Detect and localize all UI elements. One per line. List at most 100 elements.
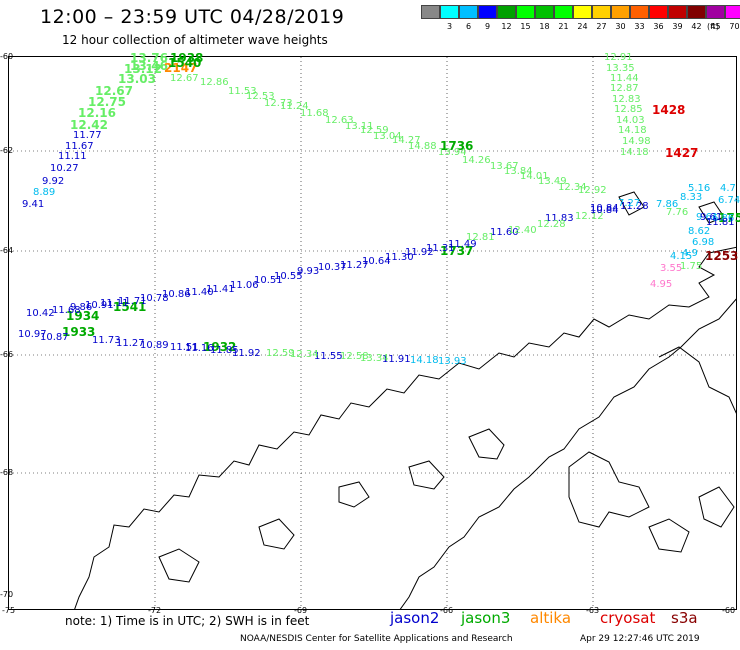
swh-label: 10.91 <box>85 300 114 311</box>
swh-label: 10.55 <box>274 271 303 282</box>
swh-label: 14.18 <box>410 355 439 366</box>
colorbar-swatch <box>687 5 706 19</box>
colorbar-swatch <box>573 5 592 19</box>
swh-label: 11.44 <box>610 73 639 84</box>
swh-label: 11.41 <box>206 284 235 295</box>
swh-label: 12.67 <box>170 73 199 84</box>
swh-label: 9.86 <box>70 302 93 313</box>
lon-label-69: -69 <box>294 606 308 615</box>
colorbar-swatch <box>706 5 725 19</box>
swh-label: 11.53 <box>228 86 257 97</box>
colorbar-tick-label: 45 <box>710 22 721 31</box>
swh-label: 12.91 <box>604 52 633 63</box>
swh-label: 12.12 <box>575 211 604 222</box>
swh-label: 9.61 <box>700 212 723 223</box>
swh-label: 11.11 <box>58 151 87 162</box>
swh-label: 8.89 <box>33 187 56 198</box>
swh-label: 11.91 <box>382 354 411 365</box>
colorbar-swatch <box>497 5 516 19</box>
swh-label: 11.77 <box>73 130 102 141</box>
swh-label: 4.9 <box>682 248 698 259</box>
colorbar-tick-label: 21 <box>558 22 569 31</box>
swh-label: 11.30 <box>385 252 414 263</box>
swh-label: 12.86 <box>200 77 229 88</box>
swh-label: 12.59 <box>360 125 389 136</box>
swh-label: 10.84 <box>590 205 619 216</box>
swh-label: 14.01 <box>520 171 549 182</box>
swh-label: 1932 <box>203 340 237 354</box>
lon-label-63: -63 <box>586 606 600 615</box>
colorbar-tick-label: 15 <box>520 22 531 31</box>
colorbar-tick-label: 24 <box>577 22 588 31</box>
swh-label: 10.86 <box>162 289 191 300</box>
lon-label-72: -72 <box>148 606 162 615</box>
swh-label: 14.18 <box>618 125 647 136</box>
swh-label: 5.16 <box>688 183 711 194</box>
legend-altika: altika <box>530 609 572 627</box>
colorbar-labels: 3 6 9 12 15 18 21 24 27 30 33 36 39 42 45 70 <box>440 22 740 31</box>
swh-label: 2147 <box>164 61 198 75</box>
swh-label: 13.76 <box>130 51 168 65</box>
swh-label: 4.95 <box>650 279 673 290</box>
lon-label-60: -60 <box>722 606 736 615</box>
swh-label: 3.55 <box>660 263 683 274</box>
lat-label-60: -60 <box>0 52 14 61</box>
swh-label: 13.46 <box>130 59 168 73</box>
swh-label: 11.92 <box>232 348 261 359</box>
legend-jason2: jason2 <box>390 609 440 627</box>
swh-label: 1427 <box>665 146 699 160</box>
swh-label: 8.33 <box>680 192 703 203</box>
swh-label: 1933 <box>62 325 96 339</box>
swh-label: 14.27 <box>392 135 421 146</box>
swh-label: 12.85 <box>614 104 643 115</box>
swh-label: 1754 <box>718 211 740 225</box>
swh-label: 14.03 <box>616 115 645 126</box>
lat-label-66: -66 <box>0 350 14 359</box>
swh-label: 10.87 <box>40 332 69 343</box>
swh-label: 11.81 <box>706 217 735 228</box>
colorbar-tick-label: 6 <box>465 22 472 31</box>
swh-label: 11.67 <box>65 141 94 152</box>
legend-s3a: s3a <box>671 609 698 627</box>
swh-label: 1.75 <box>680 261 703 272</box>
swh-label: 11.11 <box>100 298 129 309</box>
swh-label: 11.40 <box>185 287 214 298</box>
swh-label: 10.78 <box>140 293 169 304</box>
swh-label: 1737 <box>440 244 474 258</box>
swh-label: 12.81 <box>466 232 495 243</box>
swh-label: 11.06 <box>230 280 259 291</box>
swh-label: 1938 <box>170 51 204 65</box>
swh-label: 12.75 <box>88 95 126 109</box>
swh-label: 13.04 <box>373 131 402 142</box>
swh-label: 11.68 <box>300 108 329 119</box>
swh-label: 10.51 <box>254 275 283 286</box>
colorbar-tick-label: 18 <box>539 22 550 31</box>
swh-label: 1428 <box>652 103 686 117</box>
swh-label: 13.67 <box>490 161 519 172</box>
swh-label: 12.34 <box>290 349 319 360</box>
swh-label: 11.24 <box>280 101 309 112</box>
swh-label: 10.84 <box>590 203 619 214</box>
swh-label: 12.16 <box>78 106 116 120</box>
swh-label: 11.51 <box>170 342 199 353</box>
map-subtitle: 12 hour collection of altimeter wave hei… <box>62 33 328 47</box>
swh-label: 11.92 <box>405 247 434 258</box>
swh-label: 12.53 <box>246 91 275 102</box>
colorbar-tick-label: 70 <box>729 22 740 31</box>
legend-jason3: jason3 <box>461 609 511 627</box>
map-title: 12:00 – 23:59 UTC 04/28/2019 <box>40 6 345 28</box>
colorbar-swatch <box>516 5 535 19</box>
swh-label: 14.18 <box>620 147 649 158</box>
footer-timestamp: Apr 29 12:27:46 UTC 2019 <box>580 634 700 644</box>
swh-label: 9.93 <box>297 266 320 277</box>
swh-label: 12.59 <box>266 348 295 359</box>
swh-label: 1253 <box>705 249 739 263</box>
swh-label: 8.62 <box>688 226 711 237</box>
colorbar-swatch <box>611 5 630 19</box>
swh-label: 14.88 <box>408 141 437 152</box>
legend-cryosat: cryosat <box>600 609 656 627</box>
swh-label: 11.60 <box>490 227 519 238</box>
colorbar-tick-label: 27 <box>596 22 607 31</box>
swh-label: 4.15 <box>670 251 693 262</box>
swh-label: 12.40 <box>508 225 537 236</box>
